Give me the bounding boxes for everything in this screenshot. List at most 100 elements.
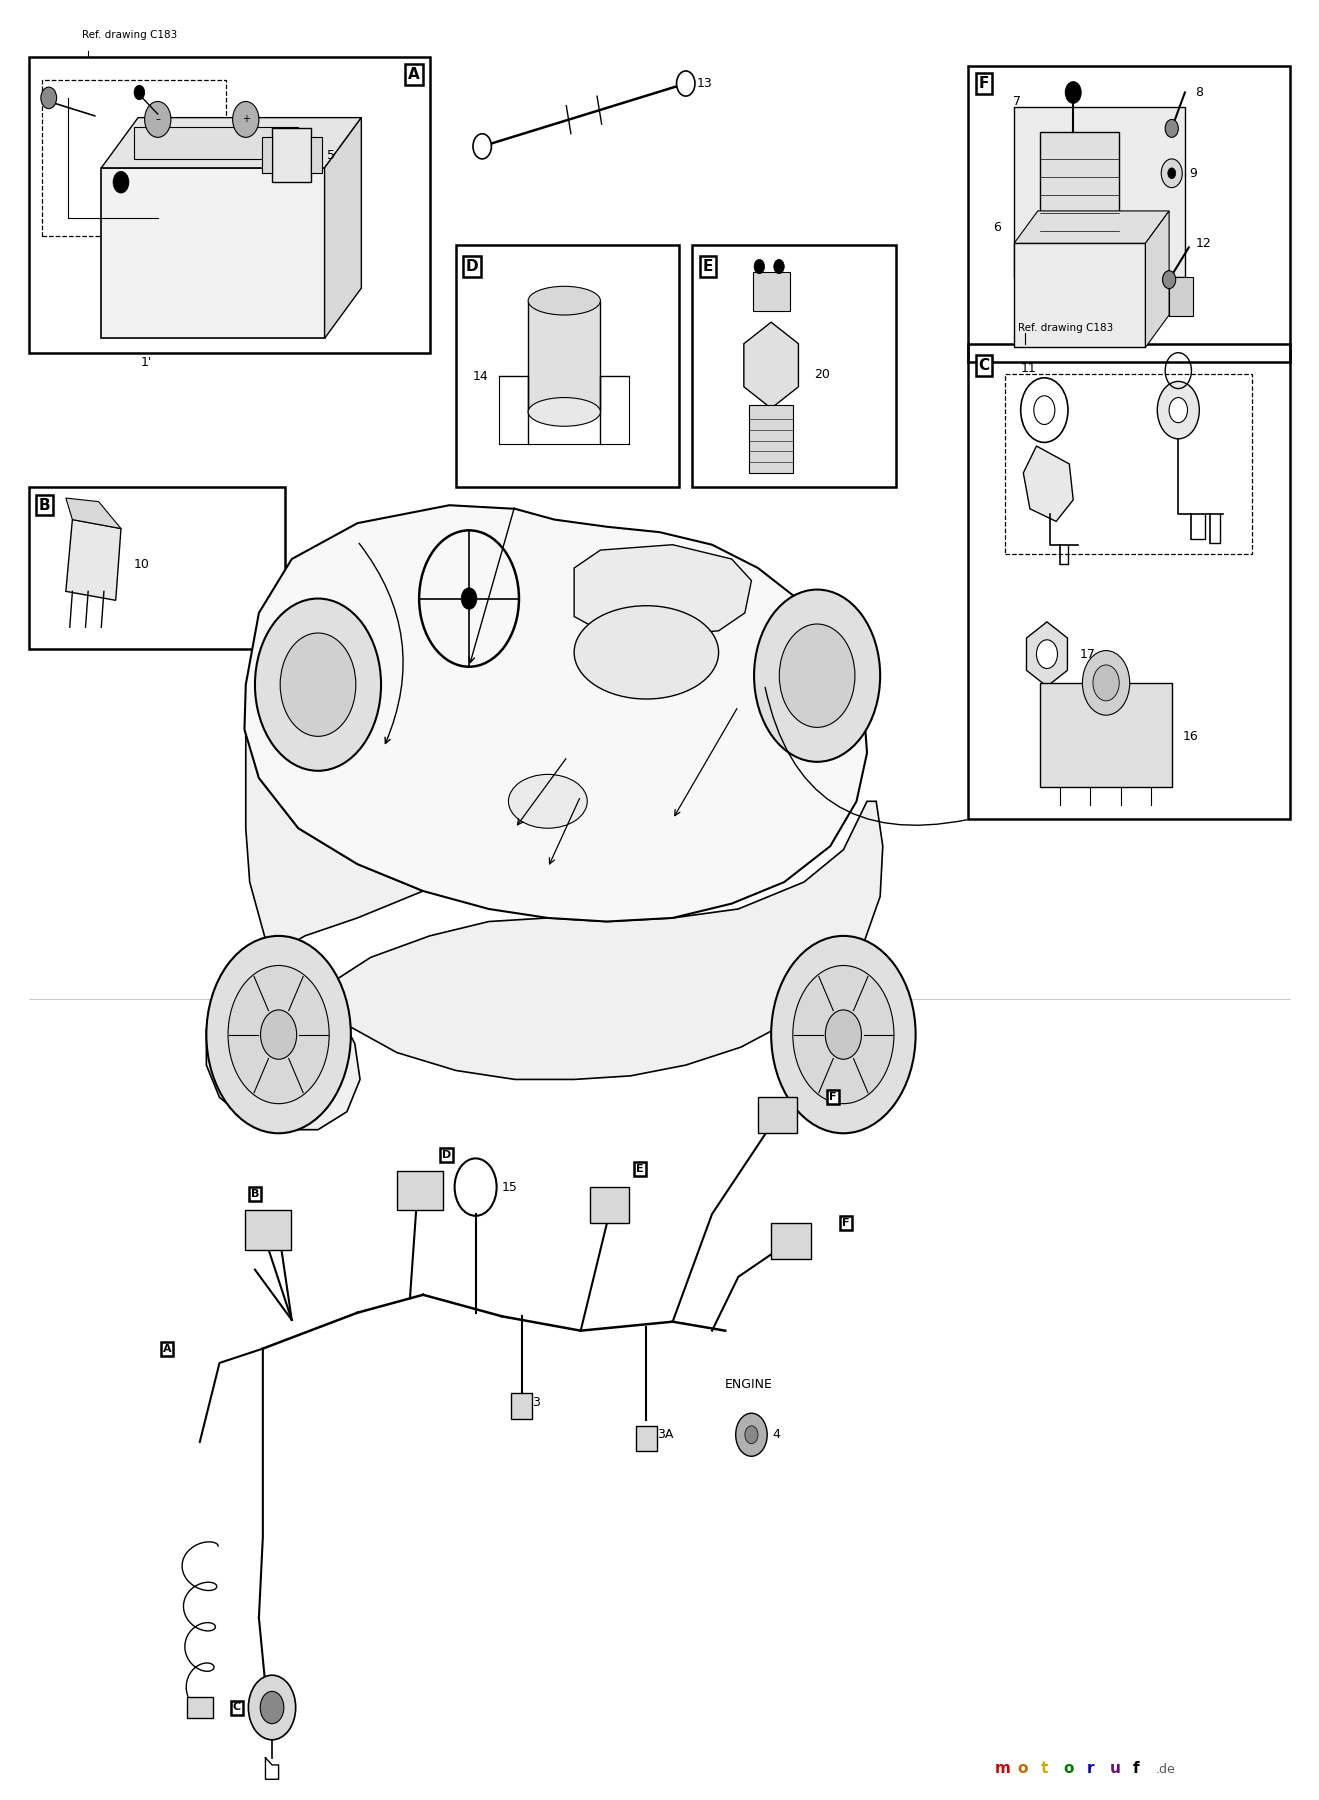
Text: D: D bbox=[466, 259, 477, 274]
Text: u: u bbox=[1109, 1760, 1120, 1775]
Bar bbox=[29, 488, 285, 648]
Circle shape bbox=[1165, 119, 1178, 137]
Text: E: E bbox=[703, 259, 714, 274]
Text: C: C bbox=[232, 1703, 240, 1712]
Text: E: E bbox=[636, 1165, 644, 1174]
Circle shape bbox=[255, 599, 381, 770]
Circle shape bbox=[780, 625, 855, 727]
Text: 4: 4 bbox=[773, 1427, 781, 1442]
Text: 7: 7 bbox=[1013, 95, 1021, 108]
Bar bbox=[311, 137, 322, 173]
Bar bbox=[456, 245, 679, 488]
Text: 20: 20 bbox=[815, 367, 831, 382]
Circle shape bbox=[1169, 398, 1187, 423]
Ellipse shape bbox=[508, 774, 587, 828]
Text: 14: 14 bbox=[474, 369, 489, 383]
Text: 9: 9 bbox=[1188, 167, 1196, 180]
Text: t: t bbox=[1041, 1760, 1047, 1775]
Circle shape bbox=[1157, 382, 1199, 439]
Bar bbox=[1041, 131, 1120, 236]
Circle shape bbox=[1093, 664, 1120, 700]
Polygon shape bbox=[102, 117, 361, 167]
Text: A: A bbox=[408, 67, 419, 83]
Circle shape bbox=[135, 85, 145, 99]
Polygon shape bbox=[244, 506, 867, 922]
Bar bbox=[1169, 277, 1192, 317]
Text: r: r bbox=[1087, 1760, 1093, 1775]
Bar bbox=[397, 1172, 443, 1210]
Circle shape bbox=[113, 171, 129, 193]
Polygon shape bbox=[1014, 211, 1169, 243]
Circle shape bbox=[280, 634, 356, 736]
Text: 3A: 3A bbox=[657, 1427, 673, 1442]
Circle shape bbox=[261, 1010, 297, 1058]
Text: F: F bbox=[979, 76, 989, 92]
Text: Ref. drawing C183: Ref. drawing C183 bbox=[82, 31, 177, 40]
Bar bbox=[590, 1188, 629, 1222]
Text: Ref. drawing C183: Ref. drawing C183 bbox=[1018, 322, 1113, 333]
Text: B: B bbox=[40, 499, 50, 513]
Ellipse shape bbox=[528, 398, 600, 427]
Circle shape bbox=[745, 1426, 758, 1444]
Bar bbox=[749, 405, 794, 473]
Polygon shape bbox=[1145, 211, 1169, 347]
Circle shape bbox=[1162, 270, 1175, 288]
Bar bbox=[272, 128, 311, 182]
Polygon shape bbox=[66, 520, 121, 601]
Text: 3: 3 bbox=[532, 1397, 539, 1409]
Text: o: o bbox=[1017, 1760, 1028, 1775]
Text: 11: 11 bbox=[1021, 362, 1037, 374]
Text: ENGINE: ENGINE bbox=[725, 1379, 773, 1391]
Text: +: + bbox=[241, 115, 249, 124]
Circle shape bbox=[1083, 650, 1129, 715]
Text: f: f bbox=[1132, 1760, 1140, 1775]
Circle shape bbox=[677, 70, 695, 95]
Text: o: o bbox=[1063, 1760, 1074, 1775]
Circle shape bbox=[1167, 167, 1175, 178]
Bar bbox=[1041, 682, 1171, 787]
Circle shape bbox=[206, 936, 351, 1134]
Bar bbox=[135, 126, 298, 158]
Text: 17: 17 bbox=[1080, 648, 1096, 661]
Bar bbox=[1014, 243, 1145, 347]
Text: D: D bbox=[442, 1150, 451, 1159]
Bar bbox=[636, 1426, 657, 1451]
Polygon shape bbox=[1024, 446, 1074, 522]
Circle shape bbox=[248, 1676, 295, 1741]
Circle shape bbox=[772, 936, 915, 1134]
Circle shape bbox=[754, 590, 880, 761]
Bar bbox=[753, 272, 790, 311]
Text: A: A bbox=[162, 1343, 171, 1354]
Polygon shape bbox=[66, 499, 121, 529]
Text: 6: 6 bbox=[993, 221, 1001, 234]
Text: B: B bbox=[251, 1190, 259, 1199]
Circle shape bbox=[474, 133, 492, 158]
Bar bbox=[758, 1098, 798, 1134]
Circle shape bbox=[1161, 158, 1182, 187]
Circle shape bbox=[41, 86, 57, 108]
Circle shape bbox=[793, 965, 894, 1103]
Circle shape bbox=[826, 1010, 861, 1058]
Text: –: – bbox=[156, 115, 160, 124]
Bar bbox=[42, 79, 226, 236]
Bar bbox=[692, 245, 896, 488]
Circle shape bbox=[774, 259, 785, 274]
Text: 8: 8 bbox=[1195, 86, 1203, 99]
Text: C: C bbox=[979, 358, 989, 373]
Bar bbox=[245, 1210, 291, 1249]
Circle shape bbox=[736, 1413, 768, 1456]
Bar bbox=[261, 137, 272, 173]
Text: 10: 10 bbox=[135, 558, 150, 571]
Circle shape bbox=[1066, 81, 1082, 103]
Text: m: m bbox=[995, 1760, 1010, 1775]
Bar bbox=[29, 56, 430, 353]
Text: 13: 13 bbox=[696, 77, 712, 90]
Bar bbox=[968, 65, 1290, 362]
Bar bbox=[187, 1697, 212, 1719]
Circle shape bbox=[145, 101, 171, 137]
Bar bbox=[510, 1393, 532, 1418]
Circle shape bbox=[232, 101, 259, 137]
Polygon shape bbox=[324, 117, 361, 338]
Text: 5: 5 bbox=[327, 149, 335, 162]
Circle shape bbox=[228, 965, 330, 1103]
